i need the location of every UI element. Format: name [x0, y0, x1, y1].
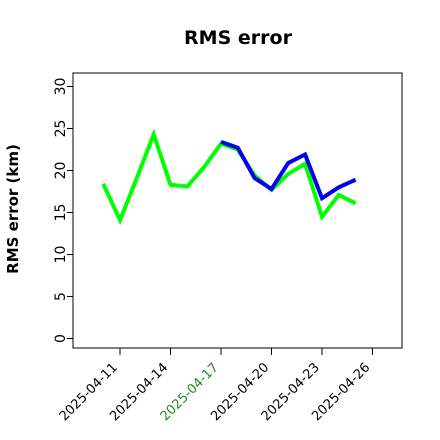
y-tick-label: 15 — [53, 204, 69, 222]
chart-title: RMS error — [184, 27, 293, 49]
series-layer — [101, 128, 357, 226]
y-tick-label: 25 — [53, 120, 69, 138]
x-axis: 2025-04-112025-04-142025-04-172025-04-20… — [57, 347, 373, 424]
y-tick-label: 0 — [53, 334, 69, 343]
y-tick-label: 30 — [53, 78, 69, 96]
y-tick-label: 10 — [53, 246, 69, 264]
y-tick-label: 20 — [53, 162, 69, 180]
y-axis: 0 5 10 15 20 25 30 — [53, 78, 73, 343]
series-line-0 — [101, 128, 357, 226]
y-axis-label: RMS error (km) — [4, 144, 22, 274]
y-tick-label: 5 — [53, 292, 69, 301]
series-line-1 — [220, 140, 357, 202]
